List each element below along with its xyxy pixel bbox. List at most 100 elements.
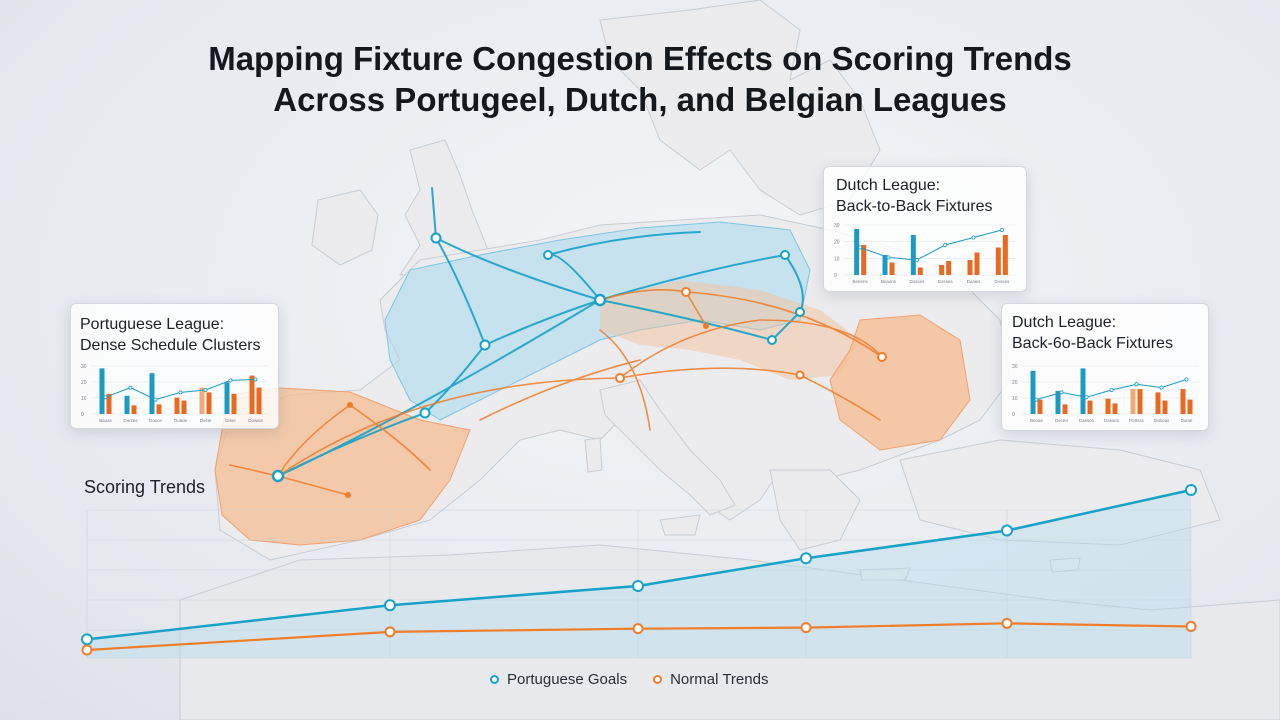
card-dutch-2-chart: 30 20 10 0 Beoae Decen Dasson Dasses Pottsss Dobo… <box>1012 364 1199 423</box>
hub-munich <box>681 287 691 297</box>
mini-bar <box>995 247 1001 275</box>
mini-trend-point <box>1034 397 1039 402</box>
mini-y-tick: 10 <box>81 396 87 402</box>
mini-x-label: Doiae <box>1181 418 1193 423</box>
mini-x-label: Pottsss <box>1129 418 1145 423</box>
mini-trend-point <box>253 377 258 382</box>
mini-y-tick: 10 <box>834 256 840 262</box>
mini-x-label: Doboas <box>1154 418 1170 423</box>
trend-area-portuguese <box>87 490 1191 658</box>
romania-region <box>829 314 971 451</box>
mini-trend-point <box>943 243 948 248</box>
card-dutch-2-title-line-2: Back-6o-Back Fixtures <box>1012 335 1173 352</box>
mini-bar <box>1087 400 1093 414</box>
mini-trend-point <box>178 390 183 395</box>
hub-amsterdam <box>543 250 553 260</box>
mini-trend-point <box>228 378 233 383</box>
mini-bar <box>131 405 137 414</box>
mini-bar <box>1187 399 1193 414</box>
mini-bar <box>1055 390 1061 414</box>
mini-bar <box>156 404 162 414</box>
ireland-land <box>311 189 379 266</box>
mini-trend-point <box>971 235 976 240</box>
mini-x-label: Decen <box>1055 418 1069 423</box>
mini-x-label: Duade <box>174 418 188 423</box>
trend-point-normal-trends <box>384 626 396 638</box>
hub-porto <box>347 402 353 408</box>
scoring-trends-label: Scoring Trends <box>84 477 206 497</box>
route-hubs <box>271 232 887 498</box>
mini-bar <box>124 395 130 414</box>
mini-bar <box>946 261 952 275</box>
card-dutch-1-chart: 30 20 10 0 Beeens Beaons Dosses Dosses Doasis Dos… <box>834 223 1016 284</box>
mini-bar <box>917 267 923 275</box>
mini-x-label: Dowsis <box>248 418 263 423</box>
mini-bar <box>1062 404 1068 414</box>
trend-point-portuguese-goals <box>800 552 812 565</box>
hub-belgrade <box>795 370 805 380</box>
mini-bar <box>199 387 205 414</box>
card-portuguese-league: Portuguese League: Dense Schedule Cluste… <box>70 303 279 429</box>
mini-x-label: Dosses <box>994 279 1010 284</box>
hub-bucharest <box>877 352 887 362</box>
hub-vienna <box>795 307 805 317</box>
mini-bar <box>231 393 237 414</box>
mini-trend-point <box>886 255 891 260</box>
mini-x-label: Bauas <box>99 418 113 423</box>
mini-bar <box>99 368 105 414</box>
mini-bar <box>256 387 262 414</box>
mini-bar <box>1030 370 1036 414</box>
mini-bar <box>224 382 230 414</box>
mini-y-tick: 10 <box>1012 396 1018 402</box>
sicily-land <box>659 514 701 536</box>
hub-paris <box>479 339 491 351</box>
hub-lyon <box>419 407 431 419</box>
mini-bar <box>1155 392 1161 414</box>
mini-bar <box>889 262 895 275</box>
mini-bar <box>174 397 180 414</box>
mini-x-label: Dasce <box>149 418 162 423</box>
trend-point-portuguese-goals <box>81 633 93 646</box>
title-line-1: Mapping Fixture Congestion Effects on Sc… <box>208 40 1072 77</box>
mini-x-label: Beeens <box>853 279 869 284</box>
hub-madrid <box>345 492 351 498</box>
mini-y-tick: 30 <box>81 364 87 370</box>
legend-item-portuguese-goals: Portuguese Goals <box>490 671 627 688</box>
hub-lisbon <box>271 469 285 483</box>
mini-trend-point <box>1109 388 1114 393</box>
alps-region <box>600 280 860 380</box>
orange-routes <box>229 288 883 496</box>
hub-budapest <box>767 335 777 345</box>
title-line-2: Across Portugeel, Dutch, and Belgian Lea… <box>273 81 1007 118</box>
mini-y-tick: 0 <box>1012 412 1015 418</box>
mini-trend-point <box>1084 395 1089 400</box>
mini-bar <box>910 235 916 275</box>
legend-label-portuguese-goals: Portuguese Goals <box>507 670 628 688</box>
blue-routes <box>277 187 804 477</box>
mini-trend-point <box>153 397 158 402</box>
card-dutch-1-title-line-1: Dutch League: <box>836 177 941 194</box>
mini-bar <box>939 265 945 275</box>
trend-point-portuguese-goals <box>384 599 396 612</box>
card-portuguese-title: Portuguese League: Dense Schedule Cluste… <box>80 314 261 356</box>
chart-legend: Portuguese Goals Normal Trends <box>490 669 794 689</box>
mini-x-label: Drise <box>225 418 236 423</box>
mini-bar <box>1037 399 1043 414</box>
mini-trend-point <box>999 228 1004 233</box>
mini-bar <box>1180 389 1186 414</box>
mini-y-tick: 30 <box>834 223 840 229</box>
africa-land <box>179 544 1280 720</box>
mini-bar <box>206 392 212 414</box>
trend-point-portuguese-goals <box>632 580 644 592</box>
mini-trend-point <box>203 388 208 393</box>
mini-bar <box>249 375 255 414</box>
mini-trend-point <box>1134 382 1139 387</box>
mini-bar <box>1137 389 1143 414</box>
card-portuguese-title-line-2: Dense Schedule Clusters <box>80 337 261 354</box>
trend-point-normal-trends <box>1001 617 1013 629</box>
mini-bar <box>1080 368 1086 414</box>
mini-x-label: Doasis <box>967 279 982 284</box>
mini-bar <box>974 252 980 275</box>
